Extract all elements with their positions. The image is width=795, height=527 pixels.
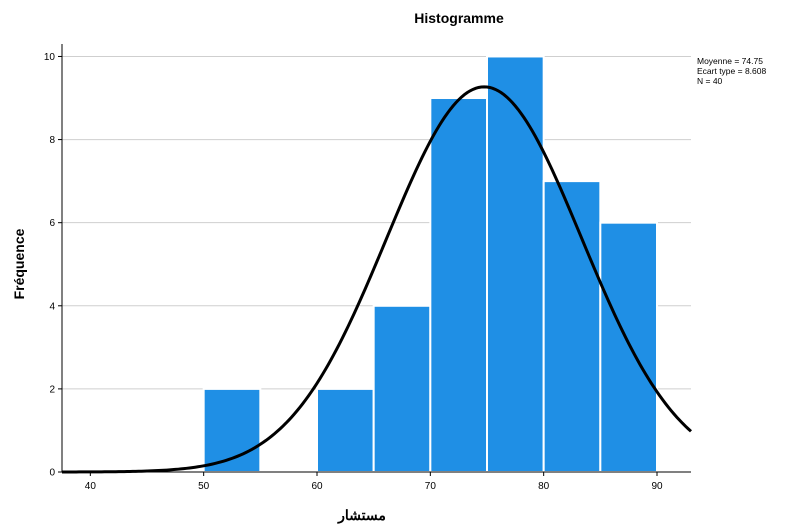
x-axis-title: مستشار <box>337 507 386 524</box>
x-tick-label-90: 90 <box>651 481 663 492</box>
histogram-bar-2 <box>372 304 432 473</box>
stats-mean: Moyenne = 74.75 <box>697 56 763 66</box>
y-axis-title: Fréquence <box>11 228 27 299</box>
histogram-bar-3 <box>429 97 489 474</box>
x-tick-label-80: 80 <box>538 481 550 492</box>
x-tick-label-50: 50 <box>198 481 210 492</box>
plot-area: 0 2 4 6 8 10 40 50 60 70 80 90 <box>44 44 693 492</box>
x-tick-label-40: 40 <box>85 481 97 492</box>
y-tick-label-10: 10 <box>44 52 56 63</box>
chart-title: Histogramme <box>414 10 504 26</box>
y-tick-label-4: 4 <box>49 301 55 312</box>
x-tick-label-70: 70 <box>425 481 437 492</box>
histogram-bar-5 <box>542 180 602 473</box>
y-tick-label-2: 2 <box>49 384 55 395</box>
stats-sd: Ecart type = 8.608 <box>697 66 766 76</box>
histogram-bar-6 <box>599 221 658 473</box>
stats-box: Moyenne = 74.75 Ecart type = 8.608 N = 4… <box>697 56 766 86</box>
stats-n: N = 40 <box>697 76 723 86</box>
y-tick-label-0: 0 <box>49 468 55 479</box>
histogram-bar-4 <box>486 55 545 473</box>
y-tick-label-6: 6 <box>49 218 55 229</box>
x-tick-label-60: 60 <box>311 481 323 492</box>
normal-curve <box>61 85 693 474</box>
histogram-bar-1 <box>316 387 375 474</box>
y-tick-label-8: 8 <box>49 135 55 146</box>
